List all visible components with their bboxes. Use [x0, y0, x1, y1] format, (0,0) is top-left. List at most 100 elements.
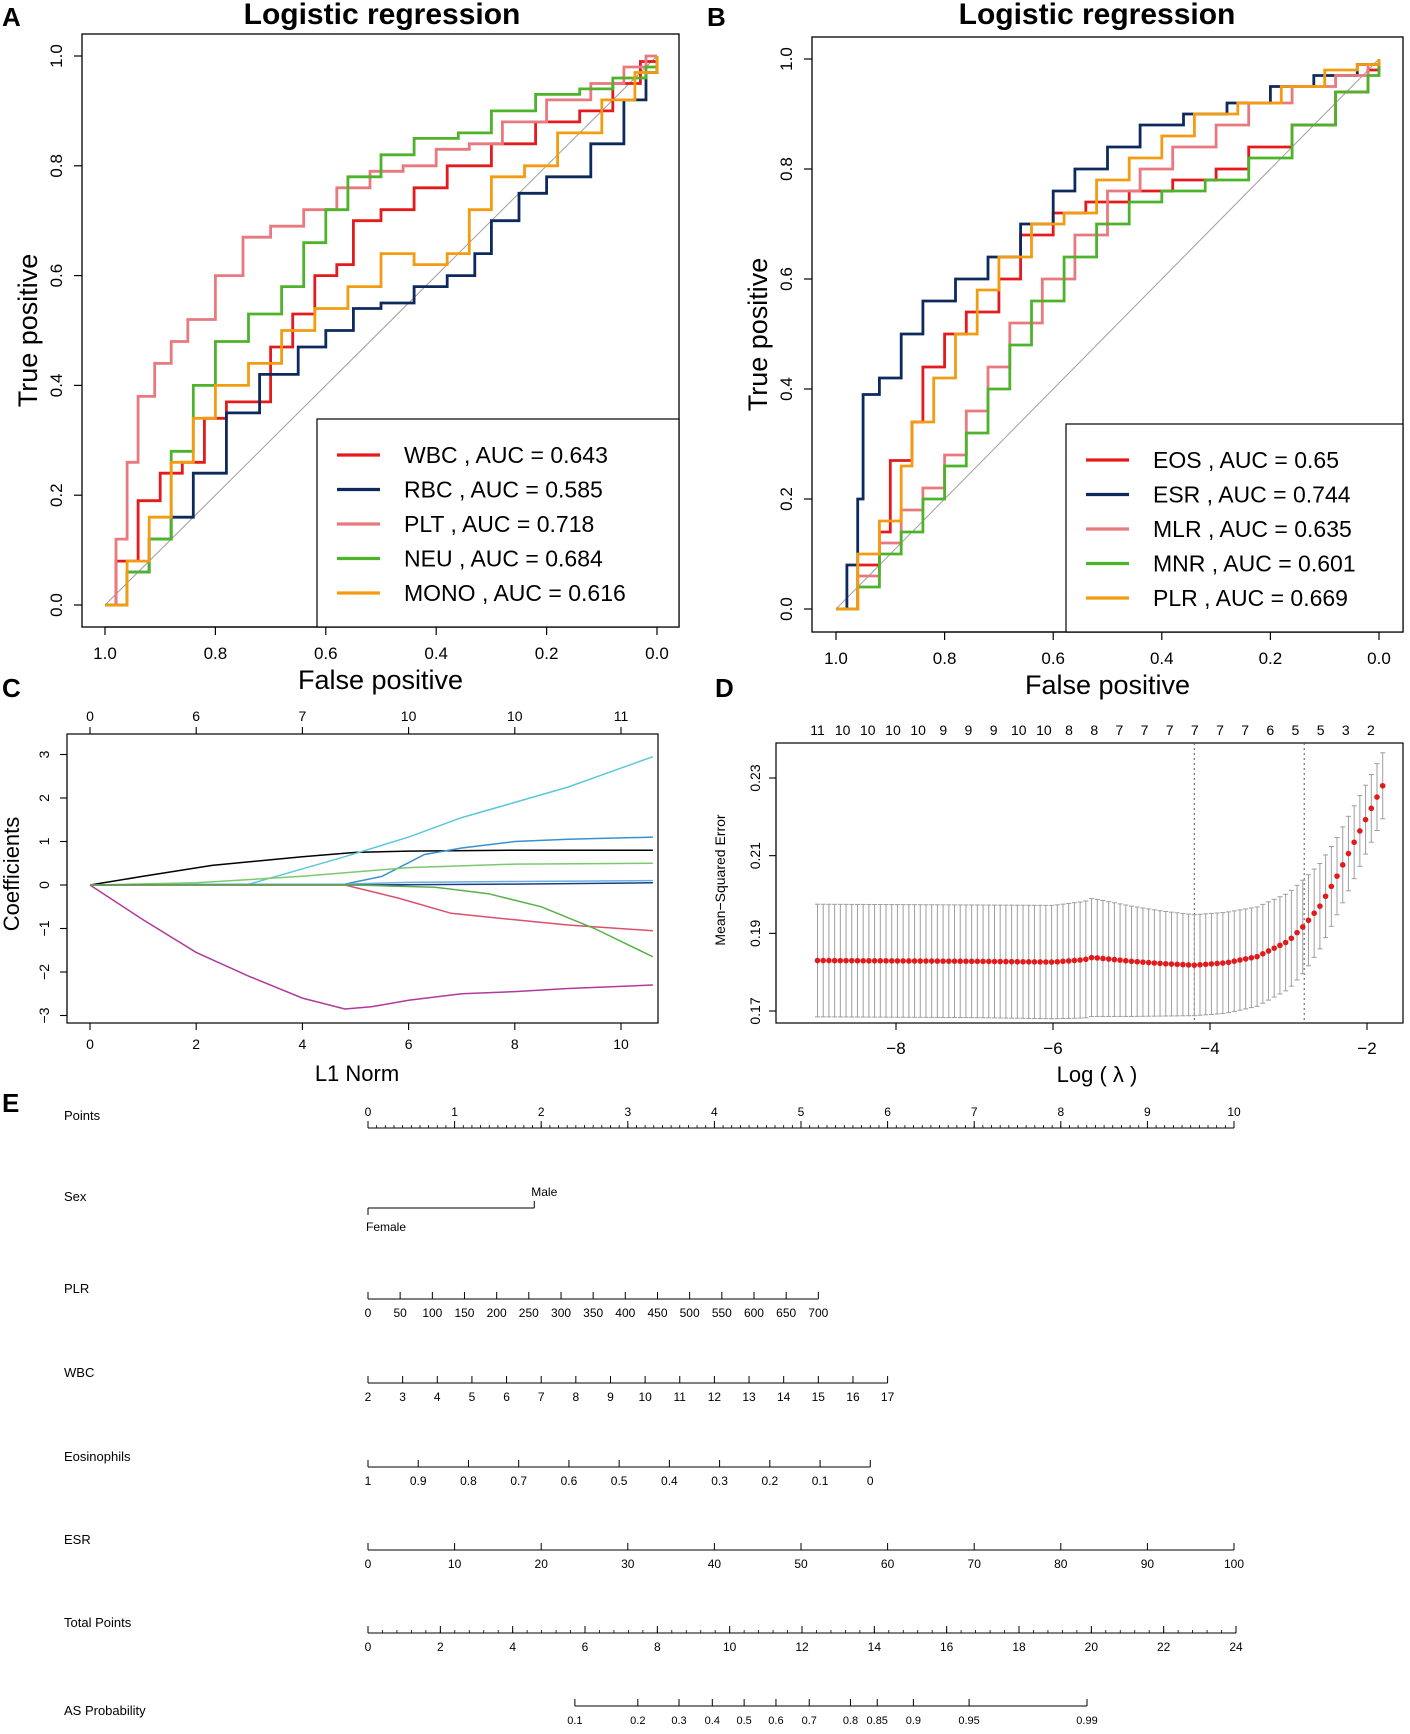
mse-point [1328, 883, 1335, 890]
nomogram-tick-label: 8 [1057, 1105, 1064, 1119]
mse-point [1077, 957, 1083, 963]
y-axis-label: True positive [13, 254, 43, 408]
nomogram-tick-label: 17 [881, 1390, 895, 1404]
mse-point [843, 957, 849, 964]
x-tick-label: 0.8 [933, 649, 957, 668]
mse-point [1100, 955, 1106, 962]
legend-label-esr: ESR , AUC = 0.744 [1153, 482, 1351, 508]
mse-point [928, 958, 935, 964]
top-count-label: 7 [1216, 722, 1224, 738]
nomogram-tick-label: 500 [680, 1306, 700, 1320]
legend-label-plt: PLT , AUC = 0.718 [404, 511, 594, 537]
nomogram-tick-label: 0.6 [561, 1474, 578, 1488]
mse-point [1231, 958, 1238, 964]
mse-point [1185, 962, 1192, 968]
mse-point [1202, 961, 1209, 968]
mse-point [997, 958, 1003, 965]
mse-point [1151, 960, 1158, 966]
nomogram-tick-label: 0.8 [460, 1474, 477, 1488]
y-tick-label: 0.8 [47, 154, 66, 178]
top-count-label: 7 [1141, 722, 1149, 738]
mse-point [1248, 954, 1255, 961]
x-tick-label: 6 [405, 1036, 413, 1052]
mse-point [1322, 893, 1329, 900]
coefficient-path-4 [89, 862, 653, 886]
nomogram-tick-label: 0.6 [768, 1715, 783, 1727]
mse-point [1237, 957, 1243, 963]
x-tick-label: 0 [86, 1036, 94, 1052]
mse-point [1134, 958, 1141, 965]
mse-point [871, 957, 878, 964]
mse-point [1339, 862, 1346, 868]
nomogram-tick-label: 0.1 [567, 1715, 582, 1727]
mse-point [991, 958, 998, 965]
y-tick-label: 3 [36, 750, 52, 758]
mse-point [837, 957, 844, 964]
mse-point [854, 957, 861, 964]
nomogram-tick-label: 0.1 [812, 1474, 829, 1488]
mse-point [946, 958, 952, 964]
mse-point [1334, 873, 1340, 879]
panel-d: D −8 −6 −4 −2 0.17 0.19 0.21 0.23 Log ( λ ) Mean−… [712, 673, 1404, 1087]
nomogram-tick-label: 0.5 [736, 1715, 751, 1727]
mse-point [1043, 959, 1049, 965]
nomogram-tick-label: 0 [365, 1557, 372, 1571]
x-tick-label: −4 [1200, 1039, 1219, 1058]
mse-point [1162, 960, 1169, 967]
nomogram-row-label: ESR [64, 1532, 91, 1547]
y-tick-label: 0.19 [747, 919, 763, 946]
nomogram-tick-label: 300 [551, 1306, 571, 1320]
y-tick-label: 1.0 [777, 47, 796, 71]
mse-point [888, 958, 895, 964]
nomogram-row-label: Points [64, 1108, 101, 1123]
nomogram-tick-label: 24 [1229, 1640, 1243, 1654]
mse-point [1214, 960, 1220, 967]
nomogram-tick-label: 0.9 [410, 1474, 427, 1488]
nomogram-tick-label: 11 [674, 1390, 687, 1404]
nomogram-tick-label: 600 [744, 1306, 764, 1320]
nomogram-tick-label: 8 [572, 1390, 579, 1404]
y-tick-label: 0.6 [47, 264, 66, 288]
mse-point [883, 958, 889, 964]
nomogram-tick-label: 20 [1085, 1640, 1099, 1654]
nomogram-tick-label: 10 [723, 1640, 737, 1654]
nomogram-tick-label: 90 [1141, 1557, 1155, 1571]
mse-point [1122, 957, 1129, 964]
x-tick-label: 10 [613, 1036, 629, 1052]
nomogram-tick-label: 450 [647, 1306, 667, 1320]
top-count-label: 11 [810, 722, 825, 738]
mse-point [951, 958, 958, 964]
top-count-label: 5 [1292, 722, 1300, 738]
top-tick-label: 6 [192, 708, 200, 724]
nomogram-tick-label: 0.2 [630, 1715, 645, 1727]
nomogram-tick-label: 0.9 [906, 1715, 921, 1727]
x-tick-label: 1.0 [824, 649, 848, 668]
mse-point [1014, 958, 1021, 965]
panel-c-letter: C [2, 673, 21, 703]
y-tick-label: 0.2 [47, 483, 66, 507]
top-count-label: 6 [1266, 722, 1274, 738]
nomogram-tick-label: 16 [940, 1640, 954, 1654]
x-tick-label: 0.6 [314, 644, 338, 663]
nomogram-tick-label: 5 [798, 1105, 805, 1119]
nomogram-row-label: AS Probability [64, 1703, 146, 1718]
nomogram-tick-label: 16 [846, 1390, 860, 1404]
coefficient-path-1 [89, 849, 653, 886]
nomogram-row-label: Eosinophils [64, 1449, 131, 1464]
y-tick-label: 0.4 [777, 377, 796, 401]
mse-point [1362, 816, 1369, 823]
mse-point [1128, 958, 1135, 965]
y-tick-label: −1 [36, 920, 52, 936]
nomogram-tick-label: 0.85 [867, 1715, 888, 1727]
top-count-label: 10 [910, 722, 926, 738]
nomogram-tick-label: 18 [1012, 1640, 1026, 1654]
mse-point [1174, 961, 1180, 968]
x-tick-label: 0.8 [204, 644, 228, 663]
mse-point [1311, 910, 1317, 917]
legend-label-plr: PLR , AUC = 0.669 [1153, 585, 1348, 611]
nomogram-tick-label: 12 [795, 1640, 809, 1654]
nomogram-tick-label: 13 [742, 1390, 756, 1404]
mse-point [1294, 929, 1300, 936]
mse-point [1157, 960, 1163, 967]
top-count-label: 10 [1036, 722, 1052, 738]
